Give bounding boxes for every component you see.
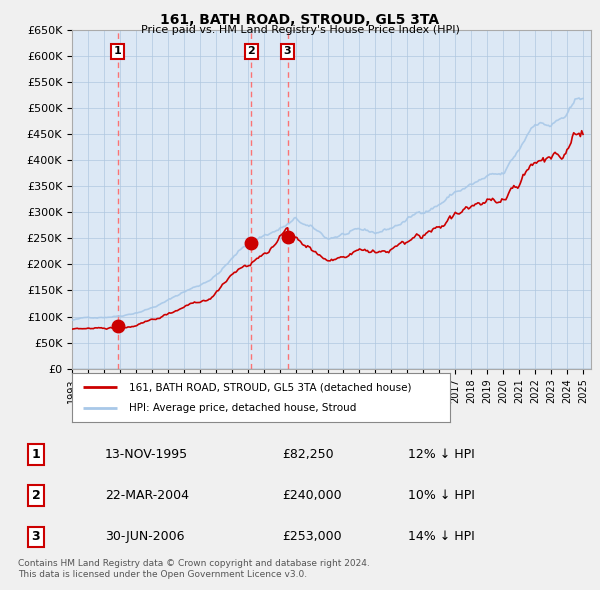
Text: 12% ↓ HPI: 12% ↓ HPI	[408, 448, 475, 461]
Text: 161, BATH ROAD, STROUD, GL5 3TA (detached house): 161, BATH ROAD, STROUD, GL5 3TA (detache…	[128, 382, 411, 392]
Text: Contains HM Land Registry data © Crown copyright and database right 2024.
This d: Contains HM Land Registry data © Crown c…	[18, 559, 370, 579]
Text: 1: 1	[32, 448, 40, 461]
Text: 2: 2	[32, 489, 40, 502]
Text: £82,250: £82,250	[282, 448, 334, 461]
Text: 1: 1	[114, 47, 122, 57]
Text: 3: 3	[32, 530, 40, 543]
Text: 10% ↓ HPI: 10% ↓ HPI	[408, 489, 475, 502]
Text: 13-NOV-1995: 13-NOV-1995	[105, 448, 188, 461]
Text: 22-MAR-2004: 22-MAR-2004	[105, 489, 189, 502]
Text: HPI: Average price, detached house, Stroud: HPI: Average price, detached house, Stro…	[128, 404, 356, 414]
Text: £253,000: £253,000	[282, 530, 341, 543]
Text: 14% ↓ HPI: 14% ↓ HPI	[408, 530, 475, 543]
Text: Price paid vs. HM Land Registry's House Price Index (HPI): Price paid vs. HM Land Registry's House …	[140, 25, 460, 35]
Text: 2: 2	[247, 47, 255, 57]
Text: 161, BATH ROAD, STROUD, GL5 3TA: 161, BATH ROAD, STROUD, GL5 3TA	[160, 13, 440, 27]
Text: £240,000: £240,000	[282, 489, 341, 502]
Text: 30-JUN-2006: 30-JUN-2006	[105, 530, 185, 543]
Text: 3: 3	[284, 47, 292, 57]
